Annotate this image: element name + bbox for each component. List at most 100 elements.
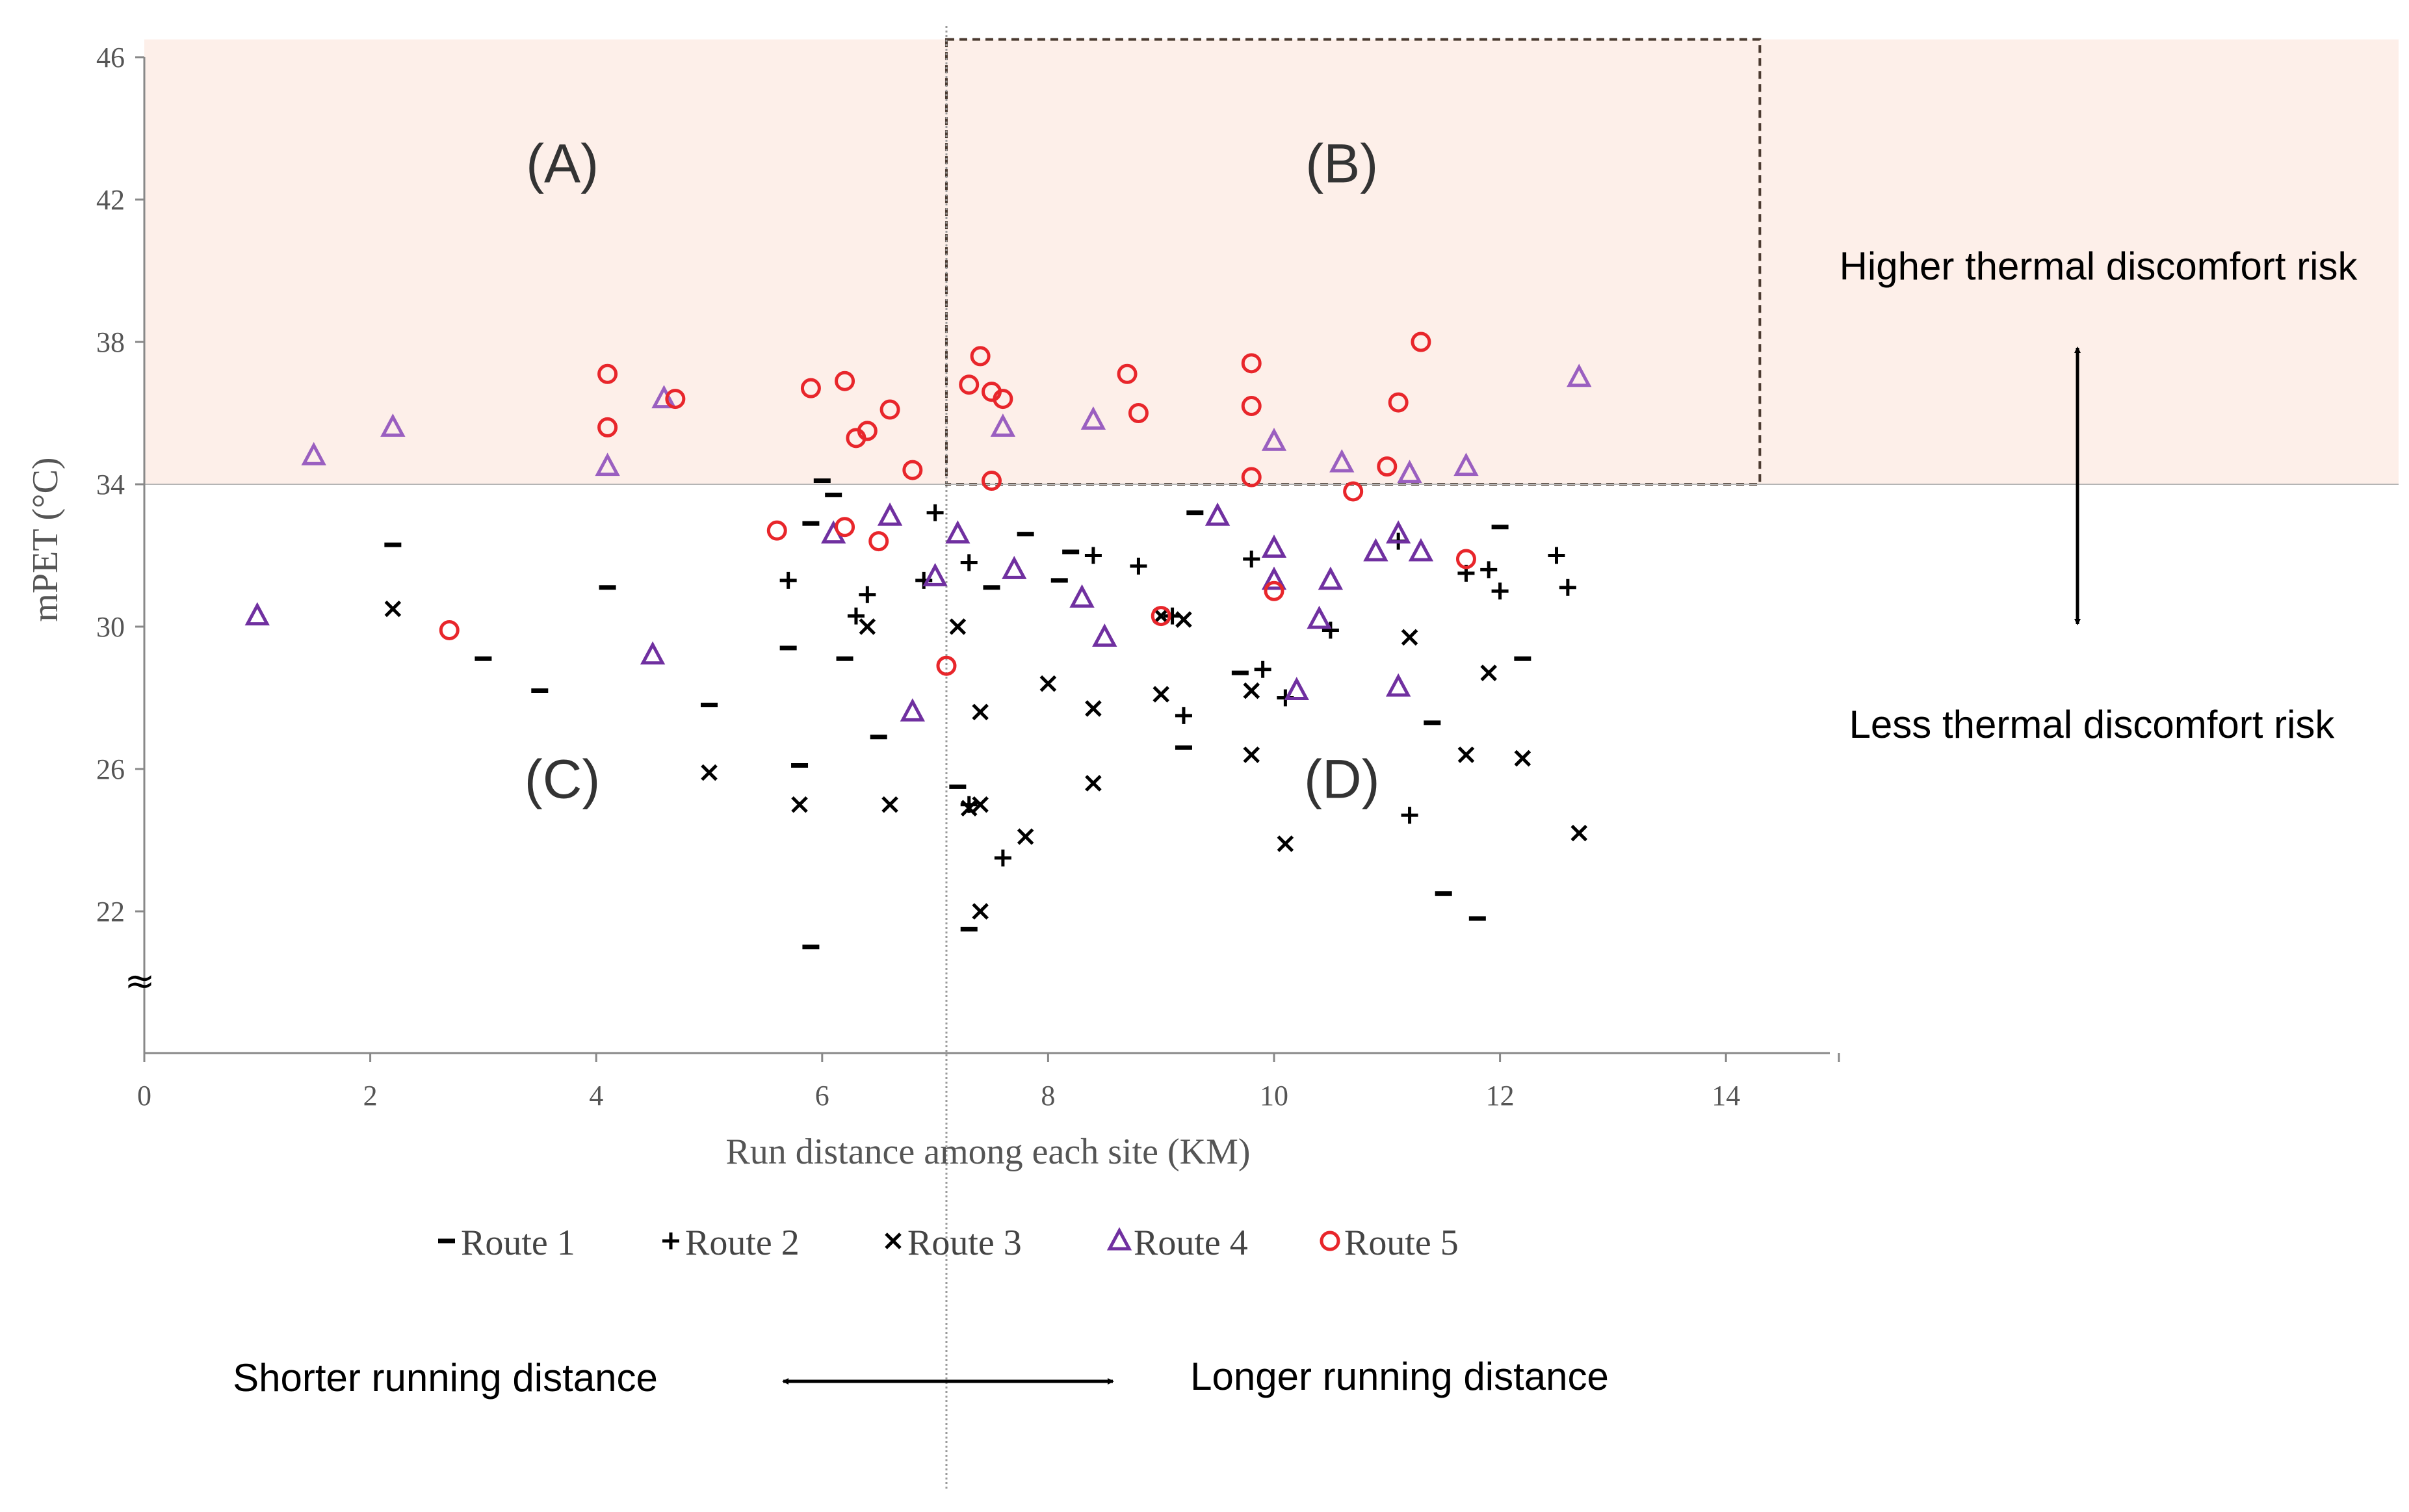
- legend: Route 1 Route 2 Route 3 Route 4 Route 5: [438, 1223, 1459, 1263]
- route-5-point: [1264, 580, 1284, 601]
- route-5-point: [1151, 606, 1171, 627]
- less-risk-label: Less thermal discomfort risk: [1849, 703, 2336, 746]
- y-tick-label: 26: [96, 753, 125, 785]
- route-4-series: [244, 363, 1592, 722]
- route-2-point: [1175, 707, 1192, 724]
- y-tick-label: 22: [96, 896, 125, 928]
- legend-item-route-3: Route 3: [885, 1223, 1022, 1263]
- route-4-point: [877, 502, 903, 526]
- route-5-point: [766, 520, 787, 541]
- route-3-point: [972, 703, 989, 721]
- route-3-point: [949, 618, 967, 635]
- route-2-point: [1480, 561, 1498, 579]
- route-5-point: [879, 399, 900, 420]
- y-tick-label: 34: [96, 469, 125, 501]
- route-4-point: [900, 698, 926, 722]
- route-2-point: [859, 586, 876, 603]
- route-2-point: [1401, 807, 1418, 824]
- route-3-series: [384, 600, 1588, 920]
- route-4-point: [1002, 556, 1027, 579]
- route-5-point: [993, 389, 1013, 410]
- route-5-point: [1241, 353, 1262, 374]
- x-tick-label: 8: [1041, 1080, 1055, 1112]
- route-4-point: [1386, 673, 1411, 697]
- x-tick-label: 10: [1260, 1080, 1288, 1112]
- legend-item-route-2: Route 2: [662, 1223, 800, 1263]
- axis-break-symbol: ≈: [125, 960, 155, 1002]
- legend-marker-route-4: [1106, 1227, 1132, 1251]
- legend-marker-route-5: [1320, 1231, 1340, 1251]
- legend-item-route-4: Route 4: [1106, 1223, 1248, 1263]
- route-3-point: [881, 796, 898, 813]
- route-3-point: [1243, 682, 1260, 699]
- route-3-point: [1152, 686, 1169, 703]
- x-tick-label: 2: [363, 1080, 378, 1112]
- legend-item-route-1: Route 1: [438, 1223, 575, 1263]
- route-1-series: [384, 478, 1531, 950]
- route-2-point: [1548, 547, 1565, 564]
- legend-label-route-4: Route 4: [1134, 1223, 1248, 1263]
- route-2-point: [1322, 621, 1339, 639]
- route-4-point: [1397, 460, 1422, 484]
- route-2-point: [1254, 660, 1271, 678]
- route-3-point: [960, 800, 978, 816]
- route-3-point: [791, 796, 808, 813]
- route-3-point: [1514, 749, 1531, 767]
- route-5-point: [959, 374, 980, 395]
- route-3-point: [1039, 675, 1057, 692]
- x-axis-title: Run distance among each site (KM): [725, 1132, 1250, 1172]
- route-4-point: [380, 413, 406, 437]
- legend-label-route-3: Route 3: [907, 1223, 1022, 1263]
- route-4-point: [990, 413, 1016, 437]
- legend-item-route-5: Route 5: [1320, 1223, 1459, 1263]
- shorter-distance-label: Shorter running distance: [233, 1356, 658, 1400]
- route-2-point: [926, 504, 944, 521]
- route-5-point: [1117, 363, 1138, 384]
- route-4-point: [1329, 449, 1355, 473]
- route-5-point: [970, 346, 991, 367]
- route-5-point: [597, 363, 618, 384]
- route-5-point: [835, 371, 855, 391]
- route-3-point: [1401, 629, 1418, 646]
- region-label-b: (B): [1305, 133, 1378, 194]
- route-5-point: [1388, 392, 1409, 413]
- legend-label-route-1: Route 1: [461, 1223, 575, 1263]
- route-2-series: [779, 504, 1576, 867]
- route-4-point: [1261, 566, 1287, 590]
- route-5-point: [1241, 467, 1262, 488]
- route-2-point: [1130, 557, 1147, 575]
- region-layer: [144, 26, 2399, 1489]
- route-3-point: [1243, 746, 1260, 763]
- route-3-point: [1085, 700, 1102, 717]
- route-4-point: [1080, 406, 1106, 430]
- route-4-point: [1453, 452, 1479, 476]
- route-4-point: [1204, 502, 1231, 526]
- x-tick-label: 0: [137, 1080, 151, 1112]
- route-5-series: [439, 332, 1476, 676]
- route-4-point: [1408, 538, 1434, 562]
- route-3-point: [972, 903, 989, 920]
- label-layer: (A) (B) (C) (D): [525, 133, 1380, 809]
- route-5-point: [1343, 481, 1364, 502]
- route-4-point: [1307, 605, 1332, 629]
- route-5-point: [936, 655, 957, 676]
- region-label-c: (C): [525, 748, 601, 809]
- region-label-d: (D): [1304, 748, 1380, 809]
- route-3-point: [384, 600, 402, 618]
- route-2-point: [779, 571, 797, 589]
- route-2-point: [847, 607, 865, 625]
- route-2-point: [994, 849, 1011, 867]
- route-3-point: [1570, 824, 1588, 842]
- y-axis-title: mPET (°C): [25, 457, 66, 621]
- region-label-a: (A): [526, 133, 599, 194]
- route-4-point: [595, 452, 620, 476]
- route-5-point: [982, 471, 1002, 491]
- legend-label-route-5: Route 5: [1344, 1223, 1459, 1263]
- route-4-point: [945, 520, 970, 544]
- route-5-point: [1241, 396, 1262, 417]
- route-5-point: [800, 378, 821, 398]
- route-4-point: [301, 441, 326, 465]
- route-5-point: [857, 421, 878, 441]
